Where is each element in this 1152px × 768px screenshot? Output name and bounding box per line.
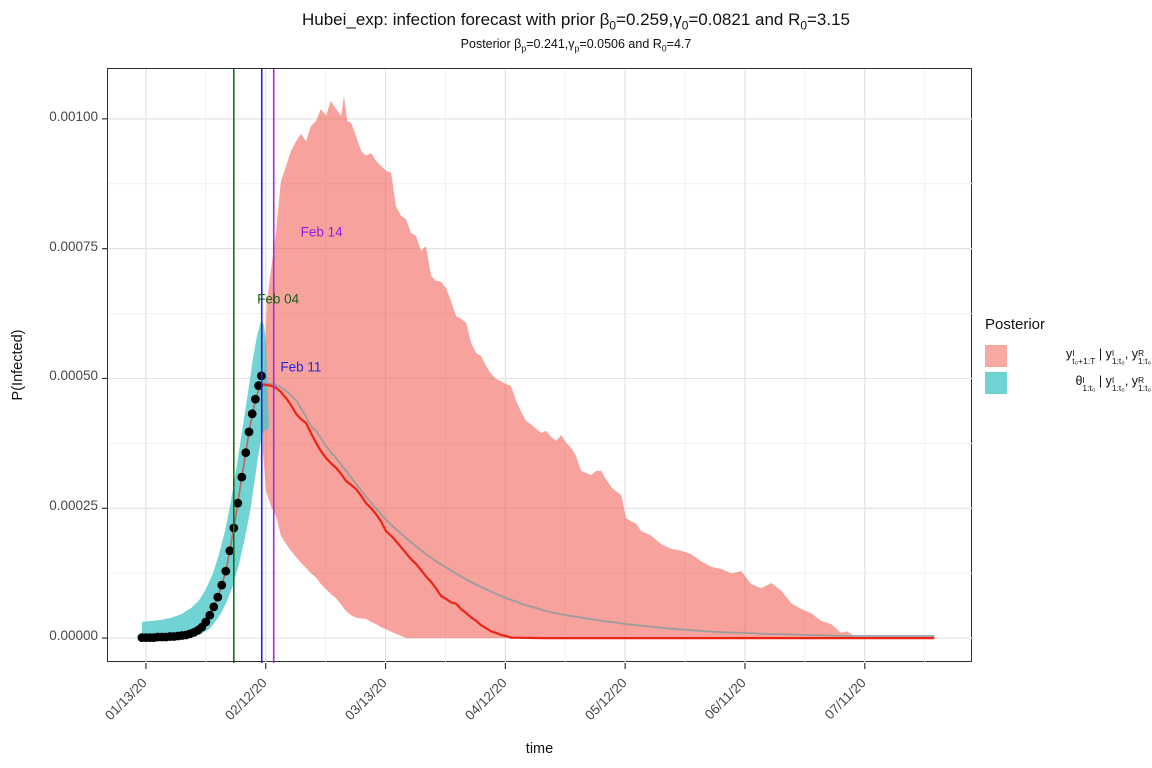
y-axis-title: P(Infected) <box>10 329 26 401</box>
x-axis-title: time <box>525 741 554 757</box>
observed-data-point <box>225 546 235 556</box>
posterior-fit-swatch-icon <box>985 372 1007 394</box>
smooth-mean-line <box>262 382 935 637</box>
plot-subtitle: Posterior βp=0.241,γp=0.0506 and R0=4.7 <box>460 37 692 54</box>
vline-label-feb04: Feb 04 <box>257 291 300 307</box>
y-tick-label: 0.00075 <box>49 238 98 254</box>
plot-title: Hubei_exp: infection forecast with prior… <box>301 10 851 33</box>
legend-title: Posterior <box>985 316 1046 333</box>
observed-data-point <box>221 566 231 576</box>
y-tick-label: 0.00000 <box>49 628 98 644</box>
observed-data-point <box>201 617 211 627</box>
legend-item-posterior-fit: θ I 1:t₀ | y I 1:t₀, y R 1:t₀ <box>985 372 1151 394</box>
forecast-median-line <box>262 383 935 640</box>
observed-data-point <box>233 498 243 508</box>
observed-data-point <box>247 409 257 419</box>
forecast-credible-ribbon <box>262 96 855 639</box>
observed-data-point <box>254 381 263 391</box>
observed-data-point <box>213 592 223 602</box>
y-tick-label: 0.00025 <box>49 498 98 514</box>
observed-data-point <box>237 472 247 482</box>
observed-data-point <box>241 448 251 458</box>
observed-data-point <box>217 580 227 590</box>
forecast-ribbon-swatch-icon <box>985 345 1007 367</box>
chart-canvas <box>102 69 973 669</box>
y-tick-label: 0.00100 <box>49 108 98 124</box>
vline-label-feb14: Feb 14 <box>300 224 343 240</box>
posterior-fit-ribbon <box>141 320 269 642</box>
observed-data-point <box>205 610 215 620</box>
legend-label-posterior-fit: θ I 1:t₀ | y I 1:t₀, y R 1:t₀ <box>1075 373 1151 394</box>
x-tick-label: 07/11/20 <box>822 675 870 723</box>
vline-label-feb11: Feb 11 <box>280 359 322 375</box>
observed-data-point <box>244 427 254 437</box>
plot-panel: Feb 04 Feb 11 Feb 14 <box>102 68 973 669</box>
observed-data-point <box>251 394 260 404</box>
y-tick-label: 0.00050 <box>49 368 98 384</box>
observed-data-point <box>209 602 219 612</box>
